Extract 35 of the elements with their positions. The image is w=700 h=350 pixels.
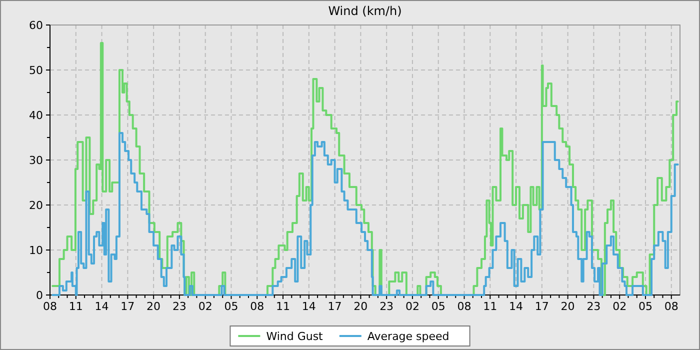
- x-tick-label: 14: [302, 300, 316, 313]
- x-tick-label: 17: [120, 300, 135, 313]
- x-tick-label: 02: [198, 300, 212, 313]
- x-tick-label: 05: [638, 300, 652, 313]
- y-tick-label: 20: [29, 199, 43, 212]
- x-tick-label: 05: [224, 300, 238, 313]
- x-tick-label: 02: [612, 300, 627, 313]
- legend-label: Average speed: [367, 330, 450, 343]
- x-tick-label: 14: [509, 300, 524, 313]
- x-tick-label: 08: [457, 300, 472, 313]
- x-tick-label: 08: [664, 300, 678, 313]
- chart-title: Wind (km/h): [328, 4, 402, 18]
- x-tick-label: 17: [534, 300, 549, 313]
- y-tick-label: 30: [29, 154, 43, 167]
- y-tick-label: 40: [29, 109, 43, 122]
- x-tick-label: 05: [431, 300, 446, 313]
- y-tick-label: 60: [29, 19, 43, 32]
- legend-label: Wind Gust: [266, 330, 324, 343]
- x-tick-label: 11: [483, 300, 498, 313]
- x-tick-label: 23: [172, 300, 186, 313]
- x-tick-label: 08: [250, 300, 264, 313]
- x-tick-label: 11: [68, 300, 83, 313]
- x-tick-label: 20: [354, 300, 368, 313]
- x-tick-label: 14: [94, 300, 109, 313]
- x-tick-label: 08: [43, 300, 57, 313]
- x-tick-label: 20: [560, 300, 575, 313]
- x-tick-label: 20: [146, 300, 161, 313]
- y-tick-label: 10: [29, 244, 43, 257]
- x-tick-label: 17: [328, 300, 342, 313]
- x-tick-label: 11: [276, 300, 290, 313]
- y-tick-label: 0: [36, 289, 43, 302]
- y-tick-label: 50: [29, 64, 43, 77]
- x-tick-label: 02: [405, 300, 420, 313]
- x-tick-label: 23: [380, 300, 394, 313]
- x-tick-label: 23: [586, 300, 601, 313]
